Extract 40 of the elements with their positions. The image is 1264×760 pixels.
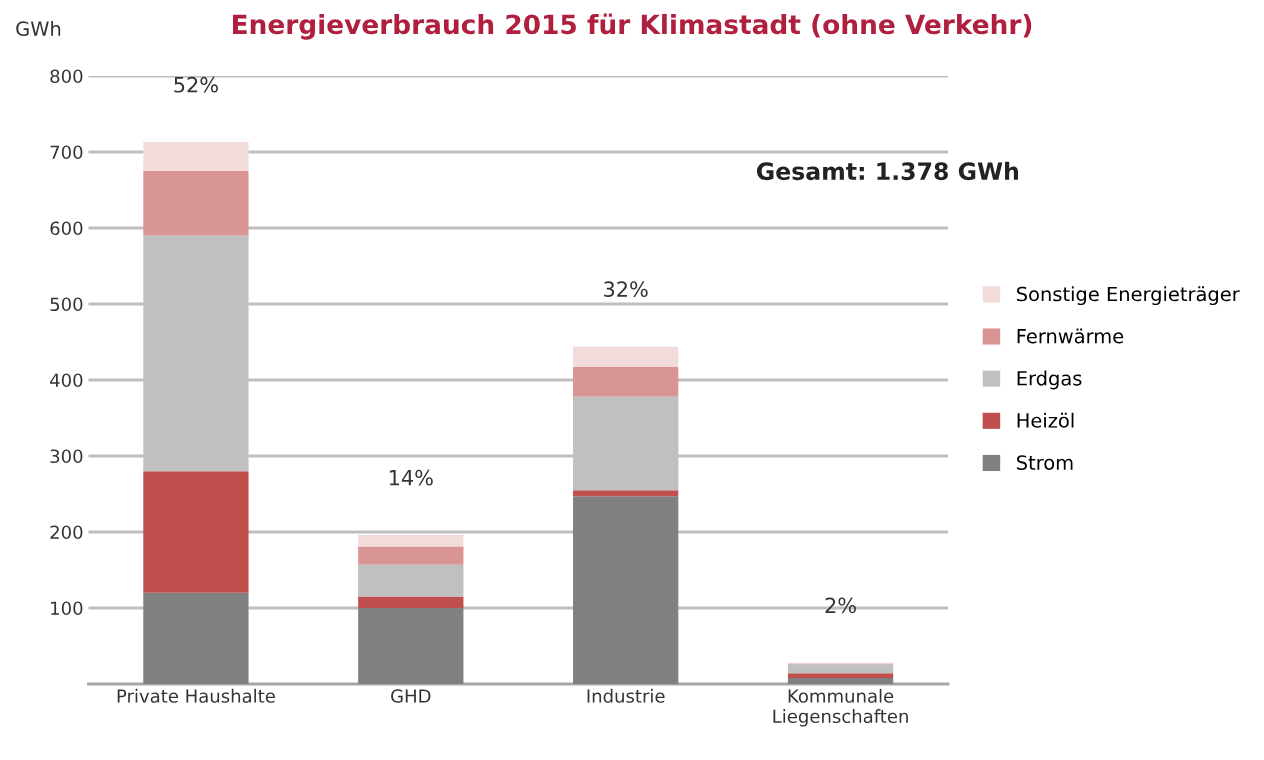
y-tick-label: 300 xyxy=(50,449,83,464)
bar xyxy=(143,171,249,236)
y-tick-label: 800 xyxy=(50,69,83,84)
annotation: 32% xyxy=(604,281,648,298)
legend-label: Strom xyxy=(1017,455,1073,470)
legend-label: Fernwärme xyxy=(1017,328,1124,344)
y-tick-label: 400 xyxy=(50,373,83,388)
x-tick-label: GHD xyxy=(391,689,431,703)
x-tick-label: Private Haushalte xyxy=(117,688,275,703)
bar xyxy=(358,596,464,608)
x-tick-label: Kommunale Liegenschaften xyxy=(773,688,908,727)
bar xyxy=(143,592,249,684)
x-tick-label: Industrie xyxy=(587,688,665,703)
legend-label: Heizöl xyxy=(1017,412,1074,428)
bar xyxy=(143,142,249,171)
legend-label: Erdgas xyxy=(1017,370,1082,390)
bar xyxy=(787,673,894,678)
bar xyxy=(358,535,464,547)
y-tick-label: 100 xyxy=(51,601,83,616)
y-tick-label: 600 xyxy=(50,221,83,236)
annotation: Gesamt: 1.378 GWh xyxy=(756,161,1019,181)
annotation: 2% xyxy=(825,597,856,614)
bar xyxy=(573,346,679,368)
bar xyxy=(358,546,464,565)
chart-title: Energieverbrauch 2015 für Klimastadt (ohne Verkehr) xyxy=(232,13,1032,40)
bar xyxy=(573,490,679,497)
legend-label: Sonstige Energieträger xyxy=(1017,286,1240,306)
y-tick-label: 200 xyxy=(50,525,83,540)
annotation: 52% xyxy=(174,76,218,93)
bar xyxy=(358,564,464,597)
bar xyxy=(358,608,464,684)
annotation: 14% xyxy=(389,469,433,486)
bar xyxy=(787,677,894,684)
y-tick-label: 700 xyxy=(50,145,83,160)
bar xyxy=(143,471,249,593)
y-axis-title: GWh xyxy=(16,20,61,37)
bar xyxy=(787,664,894,674)
bar xyxy=(573,496,679,684)
y-tick-label: 500 xyxy=(50,297,83,312)
bar xyxy=(573,367,679,397)
